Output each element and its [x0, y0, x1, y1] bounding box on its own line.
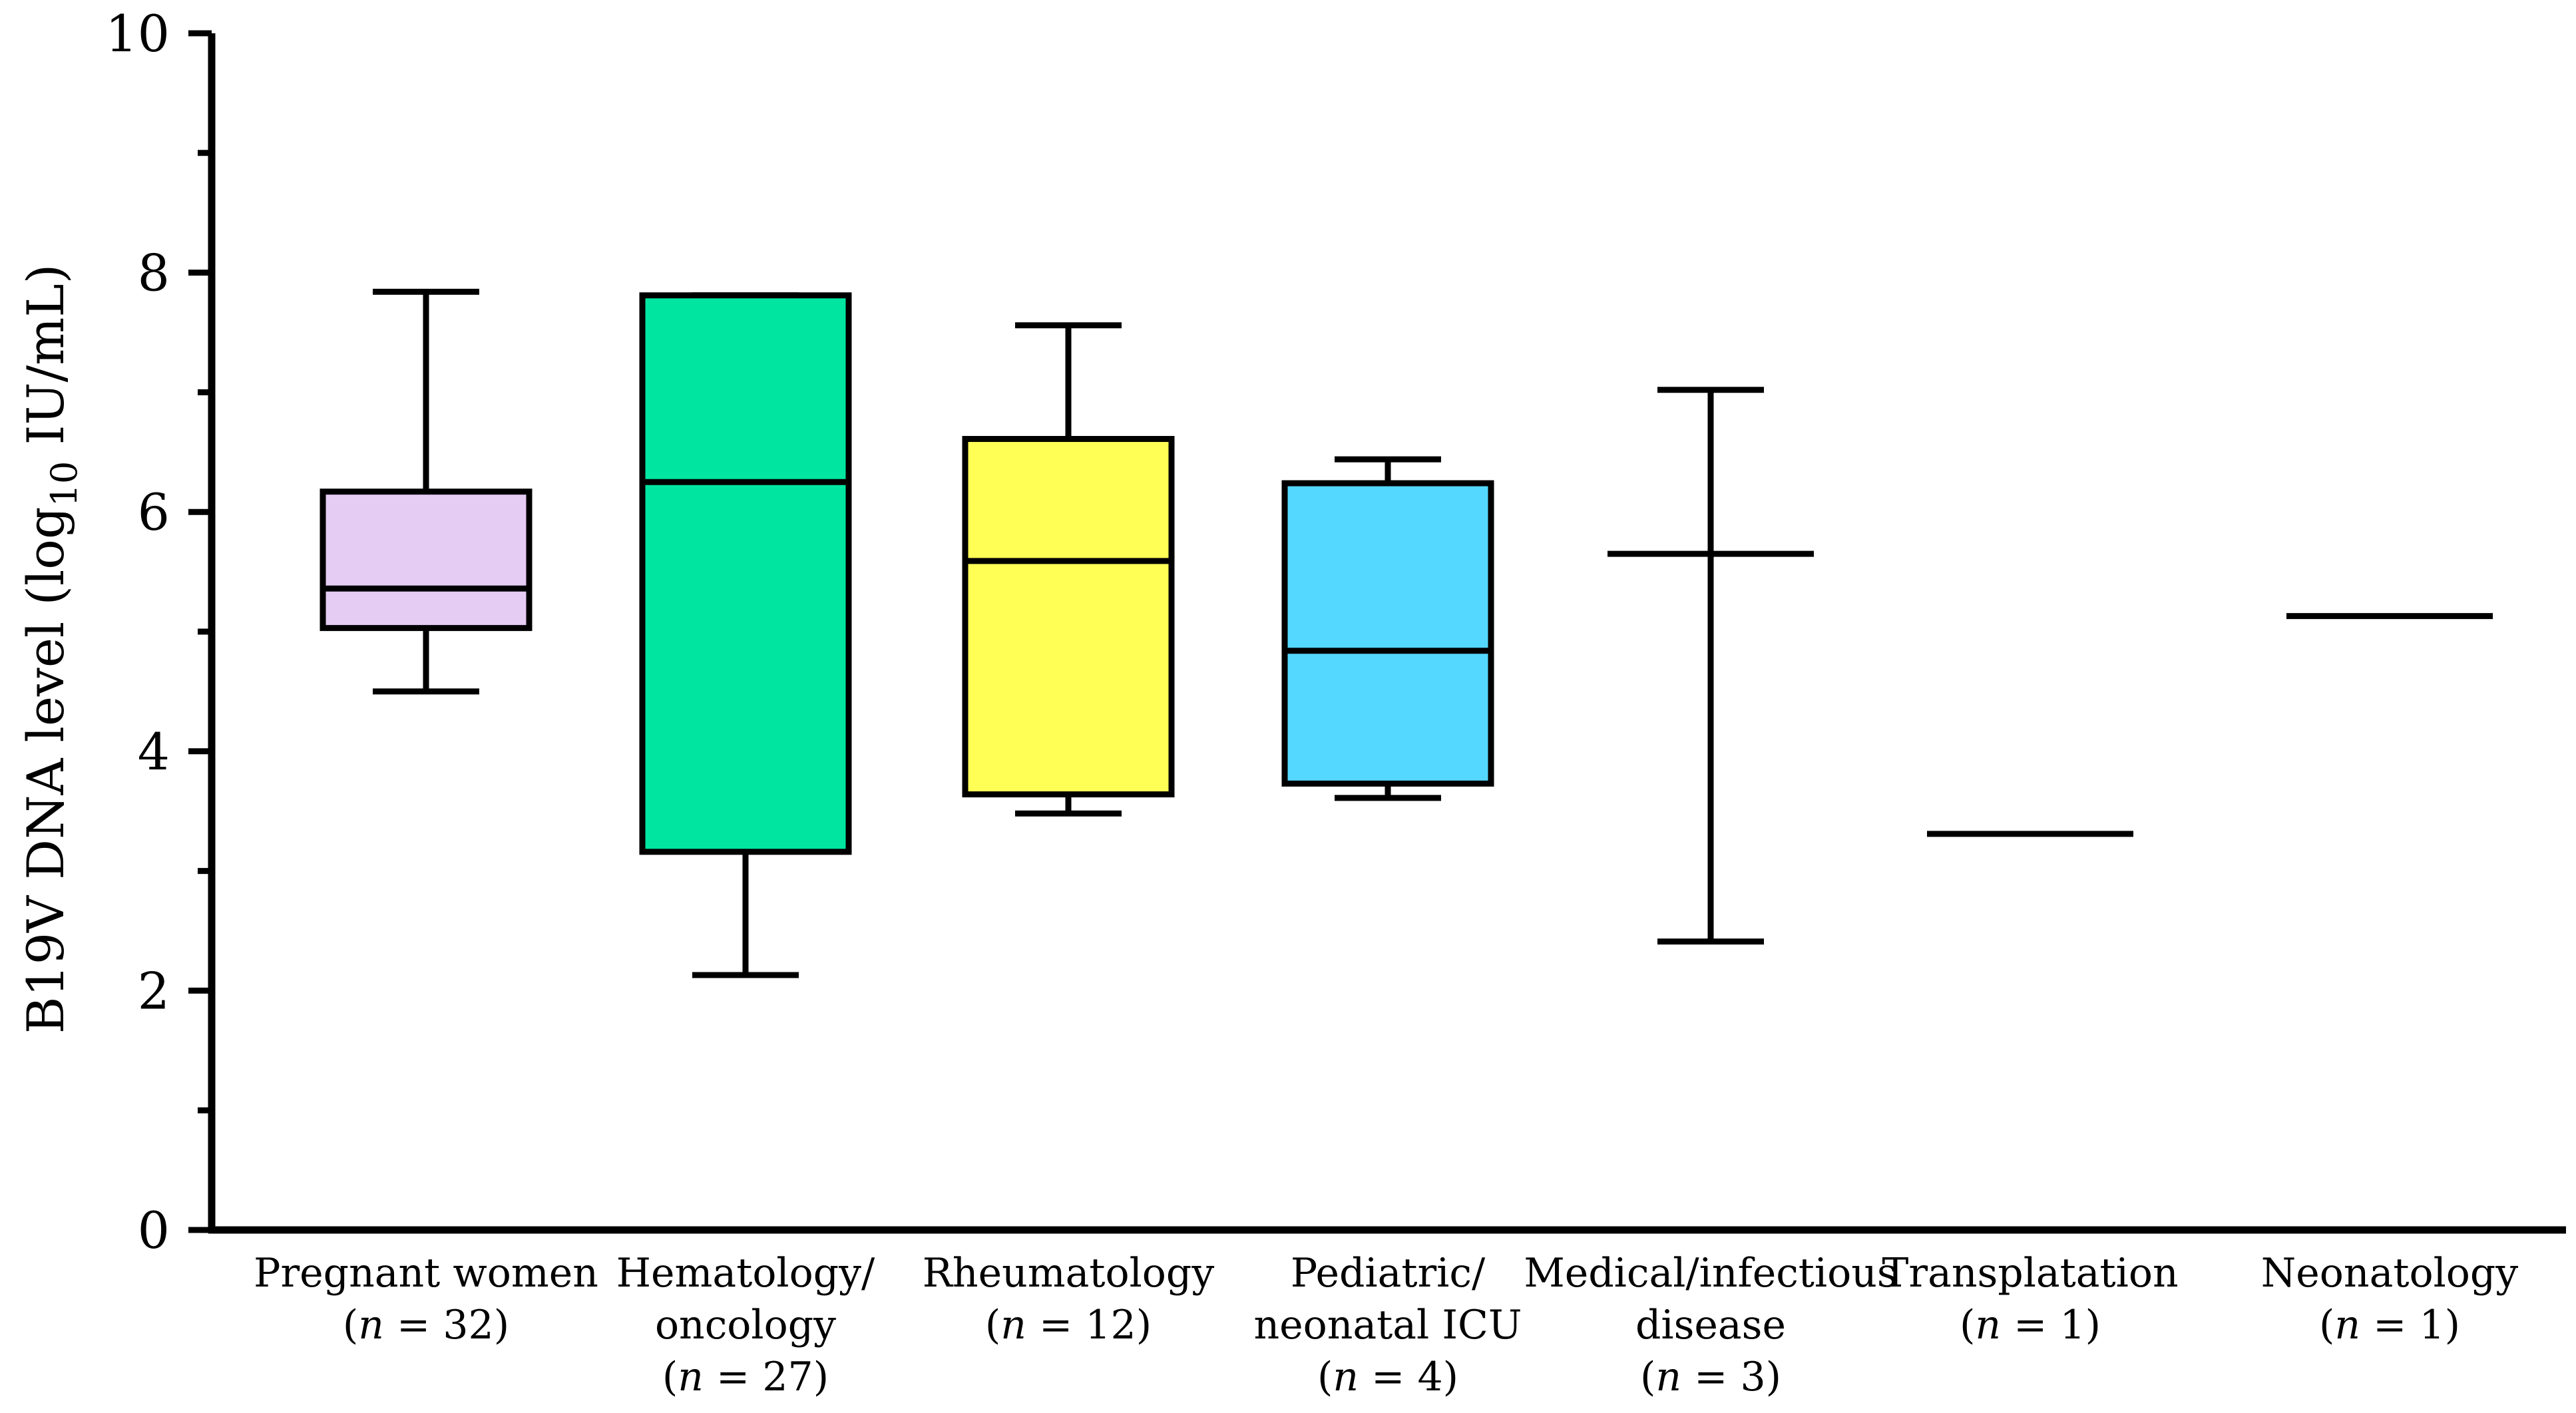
category-n-line: (n = 1): [1960, 1302, 2101, 1348]
category-label-line: Transplatation: [1882, 1250, 2178, 1297]
category-label: Neonatology (n = 1): [2261, 1250, 2519, 1348]
box-group: [962, 322, 1175, 817]
plot-area: [320, 288, 2493, 978]
category-n-line: (n = 32): [343, 1302, 509, 1348]
y-axis-ticks: 0 2 4 6 8 10: [105, 4, 212, 1260]
y-tick-label: 2: [138, 961, 170, 1020]
y-tick-label: 6: [138, 483, 170, 542]
category-label: Pregnant women (n = 32): [254, 1250, 598, 1348]
category-label: Rheumatology (n = 12): [923, 1250, 1215, 1348]
category-label-line: Pregnant women: [254, 1250, 598, 1297]
category-label-line: disease: [1635, 1302, 1786, 1348]
category-label: Pediatric/neonatal ICU (n = 4): [1253, 1250, 1522, 1400]
category-label-line: Pediatric/: [1291, 1250, 1486, 1297]
category-label-line: neonatal ICU: [1253, 1302, 1522, 1348]
y-tick-label: 8: [138, 244, 170, 303]
category-label-line: Hematology/: [616, 1250, 875, 1297]
category-label-line: Neonatology: [2261, 1250, 2519, 1297]
category-n-line: (n = 4): [1317, 1354, 1458, 1400]
category-label-line: Rheumatology: [923, 1250, 1215, 1297]
category-n-line: (n = 1): [2319, 1302, 2460, 1348]
y-tick-label: 4: [138, 722, 170, 781]
category-n-line: (n = 12): [985, 1302, 1152, 1348]
box-group: [1608, 387, 1814, 945]
y-tick-label: 10: [105, 4, 170, 63]
category-n-line: (n = 27): [662, 1354, 829, 1400]
y-axis-title: B19V DNA level (log10 IU/mL): [16, 264, 85, 1034]
category-labels: Pregnant women (n = 32) Hematology/oncolog…: [254, 1250, 2518, 1400]
category-label-line: Medical/infectious: [1524, 1250, 1897, 1297]
category-label: Medical/infectious disease (n = 3): [1524, 1250, 1897, 1400]
iqr-box: [962, 436, 1175, 798]
category-label: Transplatation (n = 1): [1882, 1250, 2178, 1348]
y-tick-label: 0: [138, 1201, 170, 1260]
iqr-box: [1281, 480, 1494, 787]
category-label-line: oncology: [655, 1302, 836, 1348]
box-group: [639, 292, 852, 978]
box-group: [1281, 456, 1494, 801]
box-group: [320, 288, 533, 695]
category-label: Hematology/oncology (n = 27): [616, 1250, 875, 1400]
iqr-box: [639, 292, 852, 855]
category-n-line: (n = 3): [1640, 1354, 1781, 1400]
iqr-box: [320, 489, 533, 632]
